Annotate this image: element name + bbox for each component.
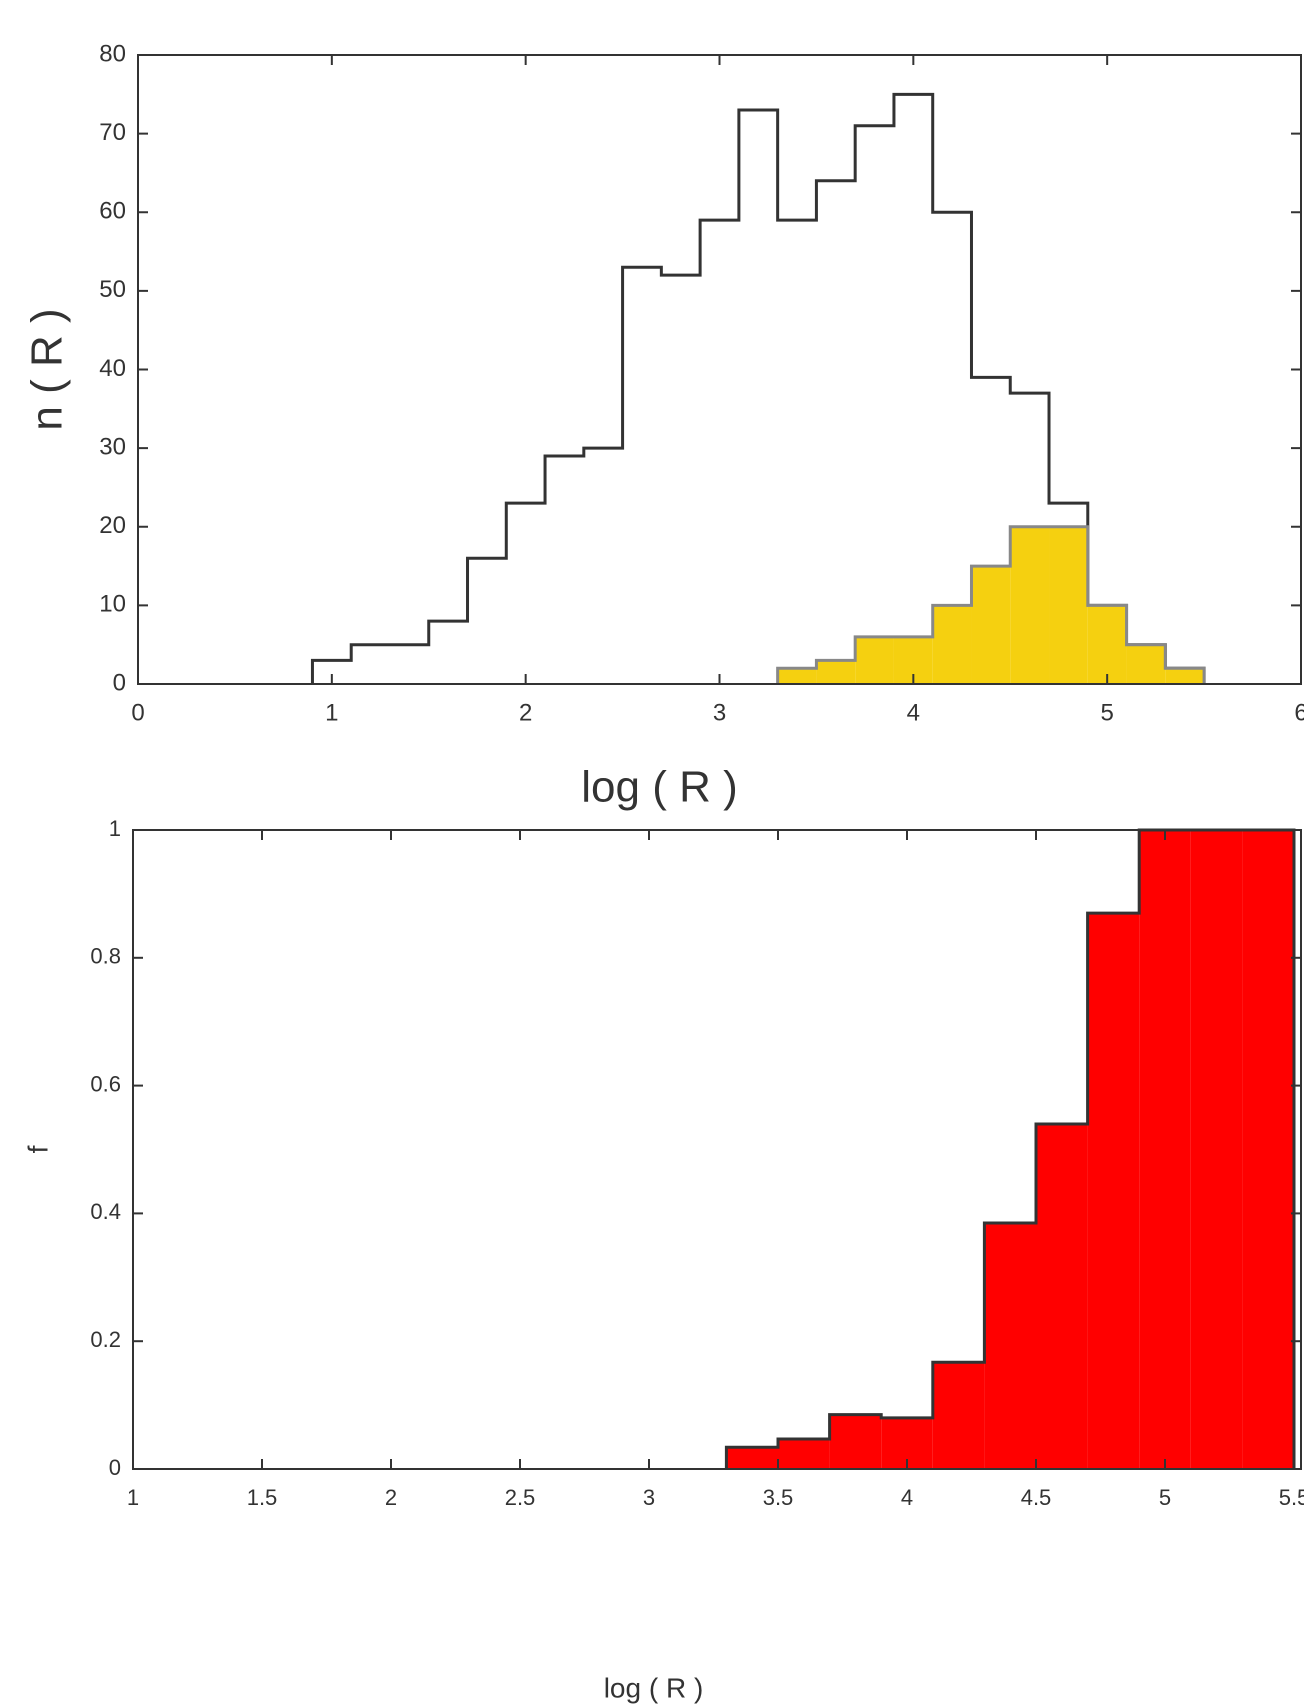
x-tick-label: 6 — [1294, 699, 1304, 726]
histogram-bar — [1190, 830, 1243, 1469]
x-tick-label: 1.5 — [247, 1485, 278, 1510]
histogram-bar — [855, 125, 894, 684]
histogram-bar — [893, 94, 933, 684]
histogram-outline — [776, 525, 1206, 684]
x-tick-label: 5 — [1100, 699, 1113, 726]
plot-frame — [132, 829, 1302, 1470]
y-tick-label: 60 — [99, 198, 126, 225]
histogram-bar — [1087, 605, 1127, 684]
histogram-outline — [310, 92, 1206, 684]
histogram-bar — [816, 180, 856, 685]
histogram-bar — [622, 267, 662, 684]
x-tick-label: 4.5 — [1021, 1485, 1052, 1510]
x-tick-label: 2.5 — [505, 1485, 536, 1510]
x-tick-label: 2 — [385, 1485, 397, 1510]
histogram-bar — [778, 1438, 830, 1469]
y-tick-label: 0.6 — [90, 1071, 121, 1096]
histogram-bar — [1126, 644, 1166, 684]
histogram-bar — [984, 1222, 1036, 1469]
histogram-bar — [971, 566, 1011, 684]
histogram-bar — [467, 558, 507, 684]
histogram-bar — [545, 455, 584, 684]
x-tick-label: 3 — [643, 1485, 655, 1510]
y-axis-label: f — [22, 1145, 53, 1153]
x-tick-label: 5 — [1159, 1485, 1171, 1510]
x-tick-label: 3 — [713, 699, 726, 726]
y-tick-label: 10 — [99, 591, 126, 618]
y-tick-label: 30 — [99, 433, 126, 460]
histogram-bar — [1087, 913, 1140, 1469]
histogram-bar — [816, 660, 856, 684]
y-tick-label: 0.8 — [90, 944, 121, 969]
histogram-bar — [661, 275, 701, 684]
y-tick-label: 20 — [99, 512, 126, 539]
x-tick-label: 3.5 — [763, 1485, 794, 1510]
histogram-bar — [738, 110, 778, 685]
histogram-bar — [829, 1414, 882, 1469]
histogram-bar — [1165, 668, 1205, 684]
y-tick-label: 1 — [109, 816, 121, 841]
x-tick-label: 2 — [519, 699, 532, 726]
histogram-bar — [700, 220, 739, 685]
histogram-bar — [1139, 830, 1191, 1469]
y-tick-label: 80 — [99, 40, 126, 67]
histogram-bar — [428, 621, 468, 684]
y-tick-label: 0 — [113, 669, 126, 696]
histogram-bar — [389, 644, 429, 684]
histogram-bar — [932, 605, 972, 684]
x-tick-label: 1 — [127, 1485, 139, 1510]
histogram-bar — [777, 220, 817, 685]
x-tick-label: 5.5 — [1279, 1485, 1304, 1510]
x-tick-label: 0 — [131, 699, 144, 726]
histogram-bar — [1036, 1123, 1088, 1469]
x-axis-label: log ( R ) — [581, 763, 737, 812]
y-tick-label: 0.4 — [90, 1199, 121, 1224]
histogram-bar — [1010, 526, 1050, 684]
y-tick-label: 40 — [99, 355, 126, 382]
y-tick-label: 0 — [109, 1455, 121, 1480]
y-tick-label: 50 — [99, 276, 126, 303]
histogram-bar — [1242, 830, 1294, 1469]
x-tick-label: 1 — [325, 699, 338, 726]
histogram-bar — [583, 448, 623, 684]
histogram-bar — [312, 660, 352, 684]
y-tick-label: 0.2 — [90, 1327, 121, 1352]
histogram-bar — [777, 668, 817, 684]
histogram-bar — [506, 503, 546, 684]
histogram-bar — [855, 636, 894, 684]
histogram-bar — [1049, 526, 1088, 684]
x-tick-label: 4 — [907, 699, 920, 726]
y-axis-label: n ( R ) — [23, 308, 72, 430]
x-axis-label: log ( R ) — [604, 1672, 704, 1703]
y-tick-label: 70 — [99, 119, 126, 146]
histogram-bar — [726, 1447, 778, 1469]
histogram-bar — [932, 1362, 985, 1469]
histogram-bar — [351, 644, 390, 684]
x-tick-label: 4 — [901, 1485, 913, 1510]
